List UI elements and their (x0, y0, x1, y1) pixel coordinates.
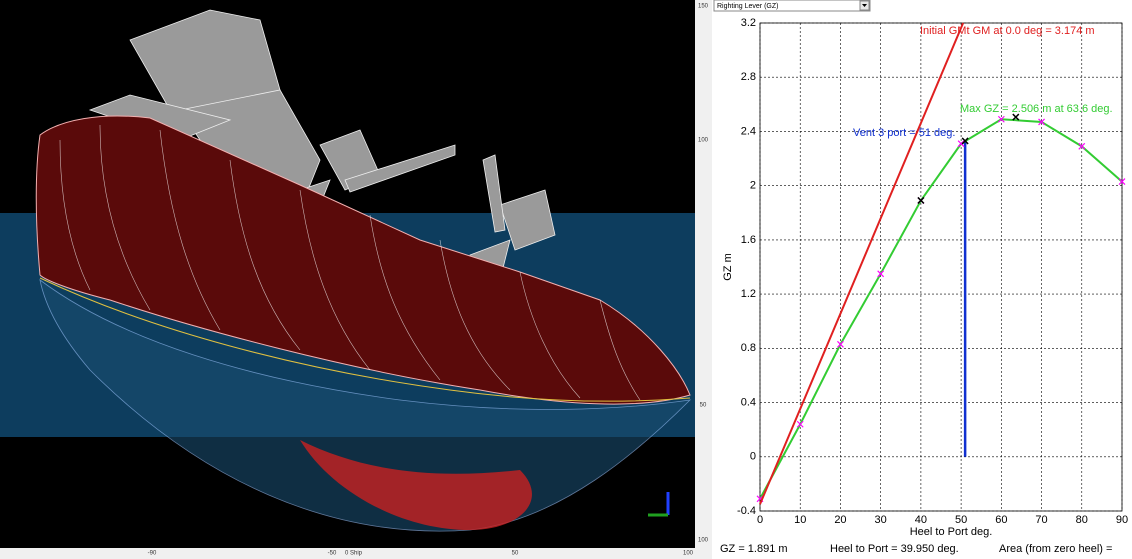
ruler-label: 100 (698, 138, 709, 144)
x-tick-label: 0 (757, 514, 763, 526)
hull-above-water (35, 115, 691, 405)
x-tick-label: 80 (1076, 514, 1088, 526)
annotation: Initial GMt GM at 0.0 deg = 3.174 m (920, 25, 1095, 37)
hull-underwater (39, 279, 692, 532)
y-tick-label: 2.4 (741, 125, 756, 137)
ruler-label: 50 (512, 551, 519, 557)
annotation: Vent 3 port = 51 deg. (853, 127, 955, 139)
x-tick-label: 30 (875, 514, 887, 526)
key-point (917, 196, 925, 204)
y-tick-label: 3.2 (741, 17, 756, 29)
point-marker (957, 140, 965, 148)
point-marker (877, 270, 885, 278)
y-tick-label: 0.8 (741, 342, 756, 354)
ruler-label: -90 (148, 551, 157, 557)
x-tick-label: 70 (1035, 514, 1047, 526)
ruler-label: 100 (683, 551, 694, 557)
y-tick-label: -0.4 (737, 505, 756, 517)
point-marker (1078, 142, 1086, 150)
y-tick-label: 1.2 (741, 288, 756, 300)
x-tick-label: 90 (1116, 514, 1128, 526)
dropdown-text[interactable]: Righting Lever (GZ) (717, 3, 778, 10)
x-axis-label: Heel to Port deg. (910, 526, 993, 538)
series-line (759, 118, 1123, 500)
series-line (759, 22, 965, 505)
plot-frame (759, 22, 1123, 512)
status-area: Area (from zero heel) = (999, 543, 1112, 555)
gz-chart: -0.400.40.81.21.622.42.83.20 10 20 30 40 50 60… (722, 17, 1128, 538)
status-heel: Heel to Port = 39.950 deg. (830, 543, 959, 555)
point-marker (1038, 118, 1045, 126)
side-ruler: 150 100 50 100 (695, 0, 712, 548)
dropdown[interactable]: Righting Lever (GZ) (713, 0, 871, 12)
key-point (1012, 113, 1020, 121)
point-marker (1118, 178, 1126, 186)
graph-panel (712, 0, 1132, 559)
key-point (961, 137, 969, 145)
point-marker (796, 420, 804, 428)
point-marker (997, 115, 1005, 123)
ruler-label: -50 (328, 551, 337, 557)
waterline (39, 277, 691, 402)
ruler-label: 0 Ship (345, 551, 363, 557)
3d-view (0, 0, 695, 548)
y-axis-label: GZ m (722, 253, 734, 281)
x-tick-label: 60 (995, 514, 1007, 526)
ruler-label: 100 (698, 538, 709, 544)
x-tick-label: 20 (834, 514, 846, 526)
axis-gizmo (648, 492, 670, 517)
y-tick-label: 2 (750, 180, 756, 192)
annotation: Max GZ = 2.506 m at 63.6 deg. (960, 103, 1113, 115)
y-tick-label: 0 (750, 451, 756, 463)
y-tick-label: 1.6 (741, 234, 756, 246)
bottom-ruler: -90 -50 0 Ship 50 100 (0, 548, 712, 559)
x-tick-label: 10 (794, 514, 806, 526)
ruler-label: 150 (698, 4, 709, 10)
hull-red-underwater (300, 440, 532, 530)
x-tick-label: 40 (915, 514, 927, 526)
y-tick-label: 0.4 (741, 396, 756, 408)
status-gz: GZ = 1.891 m (720, 543, 788, 555)
y-tick-label: 2.8 (741, 71, 756, 83)
ruler-label: 50 (700, 403, 707, 409)
x-tick-label: 50 (955, 514, 967, 526)
point-marker (837, 340, 844, 348)
